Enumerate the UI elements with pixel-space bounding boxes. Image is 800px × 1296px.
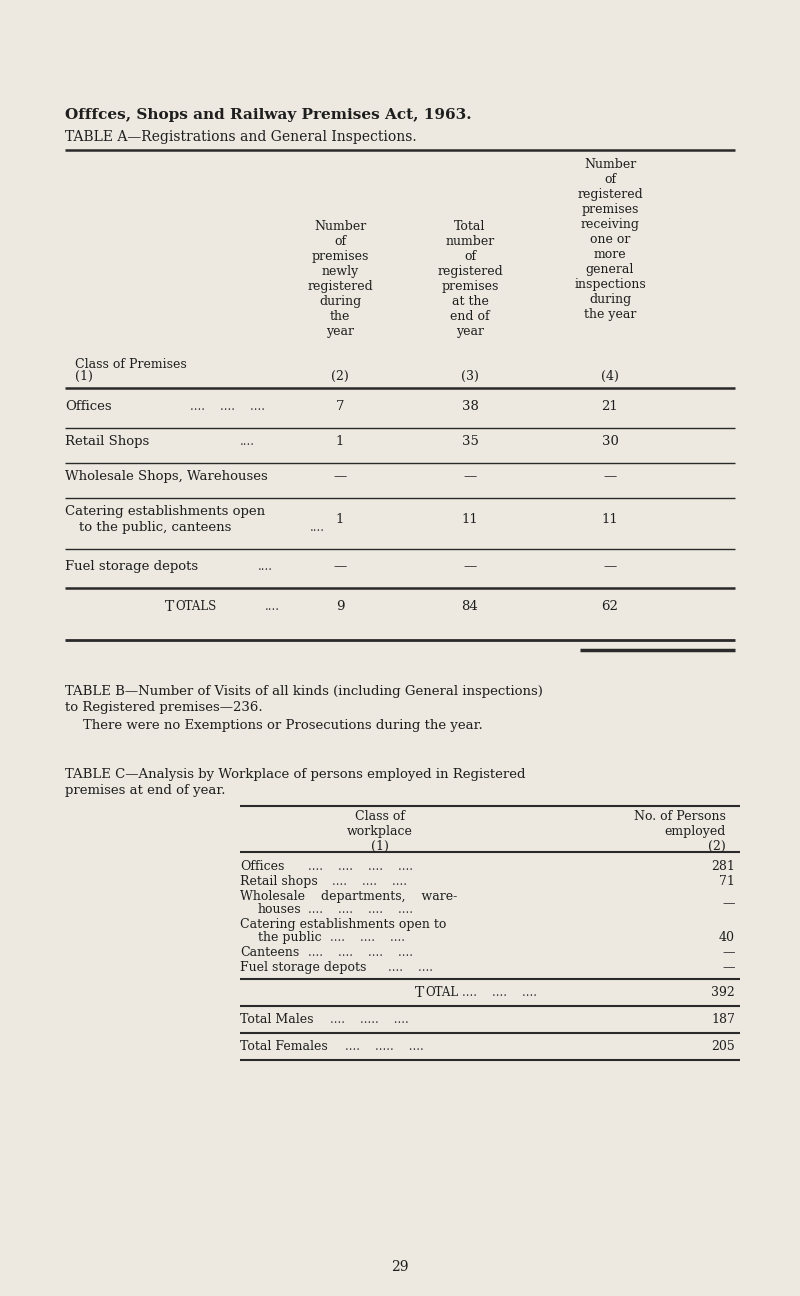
Text: the public: the public [258,931,322,943]
Text: Class of Premises: Class of Premises [75,358,186,371]
Text: Total Males: Total Males [240,1013,314,1026]
Text: houses: houses [258,903,302,916]
Text: Offfces, Shops and Railway Premises Act, 1963.: Offfces, Shops and Railway Premises Act,… [65,108,472,122]
Text: Wholesale    departments,    ware-: Wholesale departments, ware- [240,890,458,903]
Text: (3): (3) [461,369,479,384]
Text: Number
of
premises
newly
registered
during
the
year: Number of premises newly registered duri… [307,220,373,338]
Text: ....    ....    ....: .... .... .... [190,400,265,413]
Text: —: — [603,560,617,573]
Text: ....    ....    ....: .... .... .... [332,875,407,888]
Text: Fuel storage depots: Fuel storage depots [240,962,366,975]
Text: ....    ....    ....: .... .... .... [462,986,537,999]
Text: —: — [463,560,477,573]
Text: 62: 62 [602,600,618,613]
Text: 21: 21 [602,400,618,413]
Text: 40: 40 [719,931,735,943]
Text: 38: 38 [462,400,478,413]
Text: 9: 9 [336,600,344,613]
Text: ....    ....: .... .... [388,962,433,975]
Text: 35: 35 [462,435,478,448]
Text: TABLE B—Number of Visits of all kinds (including General inspections): TABLE B—Number of Visits of all kinds (i… [65,686,543,699]
Text: T: T [415,986,424,1001]
Text: ....: .... [265,600,280,613]
Text: Catering establishments open: Catering establishments open [65,505,265,518]
Text: 29: 29 [391,1260,409,1274]
Text: Offices: Offices [65,400,112,413]
Text: No. of Persons
employed
(2): No. of Persons employed (2) [634,810,726,853]
Text: —: — [722,897,735,910]
Text: (2): (2) [331,369,349,384]
Text: to Registered premises—236.: to Registered premises—236. [65,701,262,714]
Text: 71: 71 [719,875,735,888]
Text: ....    ....    ....    ....: .... .... .... .... [308,861,413,874]
Text: Catering establishments open to: Catering establishments open to [240,918,446,931]
Text: ....    .....    ....: .... ..... .... [345,1039,424,1052]
Text: Total Females: Total Females [240,1039,328,1052]
Text: to the public, canteens: to the public, canteens [79,521,231,534]
Text: (1): (1) [75,369,93,384]
Text: Canteens: Canteens [240,946,299,959]
Text: ....    .....    ....: .... ..... .... [330,1013,409,1026]
Text: 1: 1 [336,513,344,526]
Text: 7: 7 [336,400,344,413]
Text: Wholesale Shops, Warehouses: Wholesale Shops, Warehouses [65,470,268,483]
Text: ....    ....    ....    ....: .... .... .... .... [308,903,413,916]
Text: —: — [603,470,617,483]
Text: T: T [165,600,174,614]
Text: 30: 30 [602,435,618,448]
Text: (4): (4) [601,369,619,384]
Text: premises at end of year.: premises at end of year. [65,784,226,797]
Text: —: — [334,470,346,483]
Text: —: — [722,962,735,975]
Text: OTALS: OTALS [175,600,216,613]
Text: TABLE C—Analysis by Workplace of persons employed in Registered: TABLE C—Analysis by Workplace of persons… [65,769,526,781]
Text: TABLE A—Registrations and General Inspections.: TABLE A—Registrations and General Inspec… [65,130,417,144]
Text: ....    ....    ....: .... .... .... [330,931,405,943]
Text: 187: 187 [711,1013,735,1026]
Text: Class of
workplace
(1): Class of workplace (1) [347,810,413,853]
Text: —: — [722,946,735,959]
Text: Fuel storage depots: Fuel storage depots [65,560,198,573]
Text: 1: 1 [336,435,344,448]
Text: OTAL: OTAL [425,986,458,999]
Text: Number
of
registered
premises
receiving
one or
more
general
inspections
during
t: Number of registered premises receiving … [574,158,646,321]
Text: Retail Shops: Retail Shops [65,435,150,448]
Text: 205: 205 [711,1039,735,1052]
Text: 11: 11 [602,513,618,526]
Text: 392: 392 [711,986,735,999]
Text: ....: .... [258,560,273,573]
Text: Retail shops: Retail shops [240,875,318,888]
Text: —: — [463,470,477,483]
Text: There were no Exemptions or Prosecutions during the year.: There were no Exemptions or Prosecutions… [83,719,482,732]
Text: Total
number
of
registered
premises
at the
end of
year: Total number of registered premises at t… [437,220,503,338]
Text: 84: 84 [462,600,478,613]
Text: 281: 281 [711,861,735,874]
Text: Offices: Offices [240,861,284,874]
Text: ....: .... [310,521,325,534]
Text: —: — [334,560,346,573]
Text: 11: 11 [462,513,478,526]
Text: ....: .... [240,435,255,448]
Text: ....    ....    ....    ....: .... .... .... .... [308,946,413,959]
